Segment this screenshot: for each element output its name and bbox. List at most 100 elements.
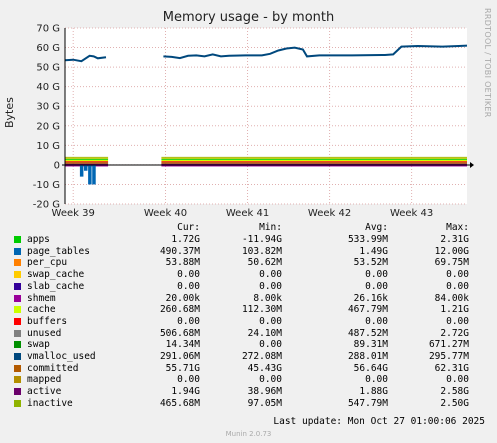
legend-row-committed: committed 55.71G 45.43G 56.64G 62.31G: [0, 363, 497, 374]
series-band: [161, 161, 468, 163]
legend-swatch: [14, 236, 21, 243]
legend-value-avg: 547.79M: [347, 397, 388, 409]
legend-series-name: unused: [27, 327, 62, 339]
legend-value-min: 8.00k: [253, 292, 282, 304]
series-band: [65, 158, 109, 160]
legend-row-buffers: buffers 0.00 0.00 0.00 0.00: [0, 316, 497, 327]
legend-header-min: Min:: [259, 222, 282, 233]
y-tick-label: 30 G: [36, 102, 60, 113]
legend-series-name: page_tables: [27, 245, 90, 257]
legend-swatch: [14, 259, 21, 267]
y-tick-label: 20 G: [36, 121, 60, 132]
legend-swatch: [14, 376, 21, 384]
legend-swatch: [14, 353, 21, 360]
legend-series-name: apps: [27, 234, 50, 245]
legend-value-max: 2.50G: [440, 397, 469, 409]
legend-value-cur: 55.71G: [165, 362, 200, 374]
y-tick-label: 70 G: [36, 24, 60, 35]
legend-swatch: [14, 294, 21, 302]
legend-swatch: [14, 329, 21, 337]
legend-swatch: [14, 364, 21, 372]
legend-header: Cur: Min: Avg: Max:: [0, 222, 497, 233]
legend-value-max: 671.27M: [428, 339, 469, 351]
legend-value-min: 103.82M: [241, 245, 282, 257]
legend-row-unused: unused 506.68M 24.10M 487.52M 2.72G: [0, 328, 497, 339]
x-tick-label: Week 42: [308, 208, 351, 219]
legend-value-avg: 0.00: [365, 374, 388, 386]
legend-header-cur: Cur:: [177, 222, 200, 233]
legend-value-min: 0.00: [259, 269, 282, 281]
legend-row-shmem: shmem 20.00k 8.00k 26.16k 84.00k: [0, 293, 497, 304]
legend-value-cur: 1.94G: [171, 386, 200, 398]
legend-series-name: committed: [27, 362, 79, 374]
legend-series-name: swap_cache: [27, 269, 85, 281]
legend-value-max: 0.00: [446, 269, 469, 281]
series-band: [65, 162, 109, 164]
legend-series-name: shmem: [27, 292, 56, 304]
legend-value-max: 2.58G: [440, 386, 469, 398]
legend-value-min: 0.00: [259, 339, 282, 351]
grid: [65, 27, 467, 205]
legend-value-cur: 14.34M: [165, 339, 200, 351]
y-tick-label: 60 G: [36, 43, 60, 54]
series-band: [161, 156, 468, 158]
legend-value-max: 0.00: [446, 374, 469, 386]
legend-value-avg: 53.52M: [353, 257, 388, 269]
page-tables-dip: [88, 164, 92, 185]
legend-value-avg: 288.01M: [347, 351, 388, 362]
munin-version: Munin 2.0.73: [225, 430, 272, 438]
legend-swatch: [14, 271, 21, 279]
legend-row-apps: apps 1.72G -11.94G 533.99M 2.31G: [0, 234, 497, 245]
legend-value-min: 45.43G: [247, 362, 282, 374]
legend-value-max: 0.00: [446, 315, 469, 327]
legend-row-page-tables: page_tables 490.37M 103.82M 1.49G 12.00G: [0, 246, 497, 257]
legend-value-min: 24.10M: [247, 327, 282, 339]
legend-value-max: 295.77M: [428, 351, 469, 362]
legend-swatch: [14, 399, 21, 407]
legend-value-avg: 0.00: [365, 269, 388, 281]
x-tick-label: Week 40: [144, 208, 187, 219]
legend-value-cur: 0.00: [177, 269, 200, 281]
series-band-negative: [161, 164, 468, 167]
legend-value-avg: 467.79M: [347, 304, 388, 316]
series-band: [65, 159, 109, 162]
series-band: [65, 163, 109, 165]
legend-row-mapped: mapped 0.00 0.00 0.00 0.00: [0, 374, 497, 385]
y-tick-label: 0: [54, 160, 60, 171]
x-tick-label: Week 43: [390, 208, 433, 219]
legend-value-min: 112.30M: [241, 304, 282, 316]
x-tick-label: Week 39: [52, 208, 95, 219]
legend-row-swap: swap 14.34M 0.00 89.31M 671.27M: [0, 339, 497, 350]
series-band: [161, 162, 468, 164]
x-tick-labels: Week 39 Week 40 Week 41 Week 42 Week 43: [52, 208, 434, 219]
legend-series-name: vmalloc_used: [27, 351, 96, 362]
legend-series-name: inactive: [27, 397, 73, 409]
legend-value-max: 0.00: [446, 280, 469, 292]
legend-value-cur: 260.68M: [159, 304, 200, 316]
legend-value-max: 84.00k: [434, 292, 469, 304]
legend-value-avg: 533.99M: [347, 234, 388, 245]
legend-header-avg: Avg:: [365, 222, 388, 233]
legend-swatch: [14, 317, 21, 325]
legend-series-name: cache: [27, 304, 56, 316]
legend-value-min: 0.00: [259, 374, 282, 386]
legend-series-name: per_cpu: [27, 257, 68, 269]
legend-value-max: 12.00G: [434, 245, 469, 257]
legend-value-avg: 0.00: [365, 280, 388, 292]
legend-swatch: [14, 306, 21, 314]
page-tables-dip: [79, 164, 84, 177]
series-band: [65, 161, 109, 163]
y-tick-label: -10 G: [33, 180, 60, 191]
legend-value-cur: 20.00k: [165, 292, 200, 304]
series-band: [161, 157, 468, 159]
legend-row-slab-cache: slab_cache 0.00 0.00 0.00 0.00: [0, 281, 497, 292]
series-band: [161, 158, 468, 160]
legend-row-vmalloc-used: vmalloc_used 291.06M 272.08M 288.01M 295.77M: [0, 351, 497, 362]
legend-value-cur: 0.00: [177, 315, 200, 327]
page-tables-dip: [84, 164, 88, 171]
legend-value-min: 50.62M: [247, 257, 282, 269]
legend-series-name: mapped: [27, 374, 62, 386]
y-tick-label: -20 G: [33, 200, 60, 211]
legend-row-per-cpu: per_cpu 53.88M 50.62M 53.52M 69.75M: [0, 257, 497, 268]
